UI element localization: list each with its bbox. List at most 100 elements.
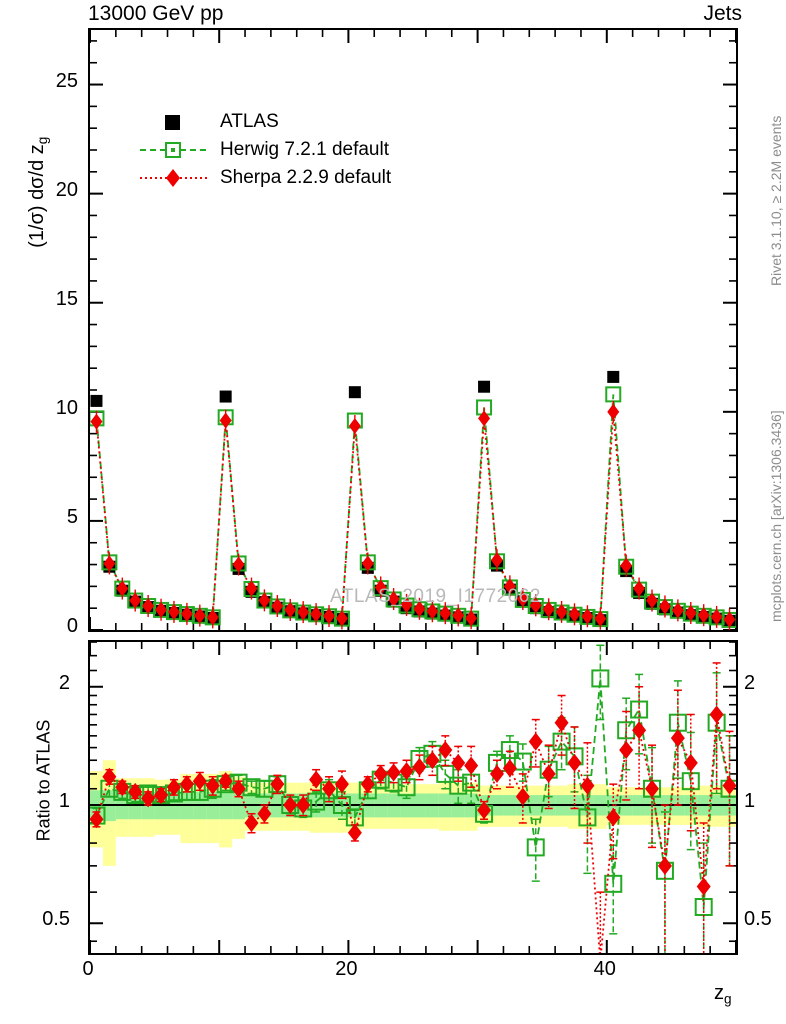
sherpa-ratio-point (347, 823, 362, 842)
sherpa-ratio-point (657, 856, 672, 875)
header-beam-label: 13000 GeV pp (88, 2, 224, 25)
x-tick-label: 40 (593, 958, 616, 980)
sherpa-ratio-point (386, 763, 401, 782)
sherpa-ratio-point (179, 775, 194, 794)
ratio-plot-panel (88, 640, 738, 955)
herwig-ratio-point (591, 669, 610, 688)
sherpa-ratio-point (477, 801, 492, 820)
ratio-tick-label-right: 0.5 (744, 908, 772, 931)
sherpa-ratio-point (257, 804, 272, 823)
legend-key-sherpa-icon (140, 167, 208, 189)
sherpa-ratio-point (360, 775, 375, 794)
atlas-point (90, 394, 103, 407)
y-tick-label: 15 (55, 287, 78, 310)
sherpa-ratio-point (231, 779, 246, 798)
herwig-ratio-point (449, 776, 468, 795)
sherpa-ratio-point (412, 757, 427, 776)
y-tick-label: 10 (55, 396, 78, 419)
atlas-point (478, 380, 491, 393)
sherpa-ratio-point (128, 782, 143, 801)
sherpa-ratio-point (334, 775, 349, 794)
sherpa-ratio-point (438, 741, 453, 760)
legend-label-atlas: ATLAS (220, 111, 279, 132)
sherpa-ratio-point (502, 759, 517, 778)
main-markers-sherpa (90, 400, 736, 630)
sherpa-ratio-point (632, 721, 647, 740)
sherpa-ratio-point (309, 770, 324, 789)
x-axis-title: zg (714, 982, 732, 1007)
sherpa-ratio-point (599, 952, 601, 953)
herwig-ratio-point (500, 741, 519, 760)
legend-key-atlas-icon (140, 111, 208, 133)
sherpa-ratio-point (528, 732, 543, 751)
main-axis-ticks (90, 30, 736, 630)
legend-entry-sherpa[interactable]: Sherpa 2.2.9 default (140, 164, 391, 192)
sherpa-ratio-point (645, 779, 660, 798)
sherpa-ratio-point (218, 772, 233, 791)
herwig-ratio-point (307, 792, 326, 811)
sherpa-ratio-point (567, 753, 582, 772)
sherpa-ratio-point (670, 729, 685, 748)
atlas-point (607, 370, 620, 383)
x-tick-label: 20 (335, 958, 358, 980)
sherpa-ratio-point (696, 877, 711, 896)
sherpa-ratio-point (722, 776, 736, 795)
ratio-plot-svg (90, 642, 736, 953)
sherpa-ratio-point (141, 789, 156, 808)
sherpa-ratio-point (270, 775, 285, 794)
y-tick-label: 0 (66, 615, 78, 637)
atlas-point (348, 386, 361, 399)
main-plot-svg (90, 30, 736, 630)
sherpa-ratio-point (580, 776, 595, 795)
ratio-axis-ticks (90, 642, 736, 953)
herwig-ratio-point (526, 838, 545, 857)
sherpa-ratio-point (192, 772, 207, 791)
x-tick-label: 0 (82, 958, 94, 980)
ratio-axis-title: Ratio to ATLAS (33, 719, 54, 842)
herwig-ratio-point (255, 779, 274, 798)
herwig-ratio-point (578, 808, 597, 827)
ratio-markers-sherpa (90, 662, 736, 953)
sherpa-ratio-point (90, 810, 104, 829)
sherpa-ratio-point (102, 767, 117, 786)
sherpa-ratio-point (373, 764, 388, 783)
ratio-tick-label: 0.5 (42, 908, 70, 931)
sherpa-ratio-point (154, 786, 169, 805)
legend-key-herwig-icon (140, 139, 208, 161)
header-category-label: Jets (703, 2, 742, 25)
legend: ATLAS Herwig 7.2.1 default Sherpa 2.2.9 … (140, 108, 391, 192)
ratio-tick-label: 1 (58, 790, 70, 812)
main-plot-panel (88, 28, 738, 632)
legend-entry-atlas[interactable]: ATLAS (140, 108, 391, 136)
sherpa-ratio-point (619, 741, 634, 760)
sherpa-ratio-point (554, 713, 569, 732)
sherpa-ratio-point (205, 776, 220, 795)
legend-label-sherpa: Sherpa 2.2.9 default (220, 167, 392, 188)
ratio-tick-label-right: 2 (744, 671, 756, 694)
sherpa-ratio-point (515, 787, 530, 806)
sherpa-ratio-point (464, 756, 479, 775)
sherpa-ratio-point (606, 808, 621, 827)
main-line-herwig (95, 394, 730, 621)
sherpa-ratio-point (541, 764, 556, 783)
sherpa-ratio-point (683, 753, 698, 772)
sherpa-ratio-point (709, 705, 724, 724)
legend-entry-herwig[interactable]: Herwig 7.2.1 default (140, 136, 391, 164)
ratio-tick-label-right: 1 (744, 790, 756, 812)
herwig-ratio-point (604, 874, 623, 893)
herwig-ratio-point (630, 700, 649, 719)
analysis-watermark: ATLAS_2019_I1772062 (330, 586, 541, 607)
sherpa-ratio-point (425, 751, 440, 770)
sherpa-ratio-point (399, 762, 414, 781)
herwig-ratio-point (681, 772, 700, 791)
sherpa-ratio-point (489, 764, 504, 783)
sherpa-ratio-point (296, 796, 311, 815)
herwig-ratio-point (552, 732, 571, 751)
side-note-rivet: Rivet 3.1.10, ≥ 2.2M events (768, 115, 784, 286)
y-tick-label: 25 (55, 69, 78, 92)
sherpa-ratio-point (283, 796, 298, 815)
sherpa-ratio-point (115, 778, 130, 797)
y-tick-label: 5 (66, 505, 78, 528)
sherpa-ratio-point (451, 753, 466, 772)
